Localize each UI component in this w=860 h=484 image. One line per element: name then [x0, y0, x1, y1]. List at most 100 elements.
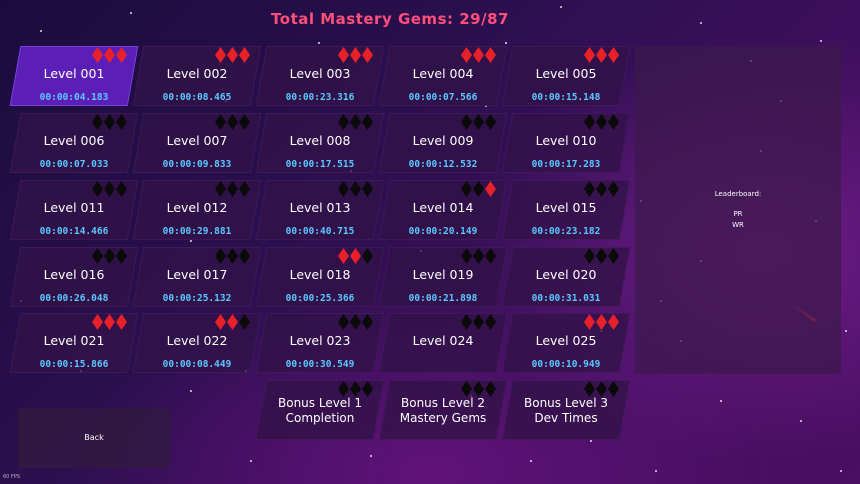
level-best-time: 00:00:23.182: [531, 226, 601, 237]
level-tile[interactable]: Level 007 00:00:09.833: [132, 113, 262, 173]
bonus-level-tile[interactable]: Bonus Level 2 Mastery Gems: [378, 380, 508, 440]
level-tile[interactable]: Level 002 00:00:08.465: [132, 46, 262, 106]
level-label: Level 013: [289, 200, 351, 215]
red-gem-icon: [485, 181, 496, 197]
mastery-gems: [584, 114, 619, 130]
mastery-gems: [461, 314, 496, 330]
mastery-gems: [215, 181, 250, 197]
empty-gem-icon: [608, 381, 619, 397]
mastery-gems: [215, 248, 250, 264]
red-gem-icon: [116, 314, 127, 330]
empty-gem-icon: [473, 381, 484, 397]
level-tile[interactable]: Level 021 00:00:15.866: [9, 313, 139, 373]
level-label: Level 020: [535, 267, 597, 282]
leaderboard-wr-label: WR: [732, 221, 744, 229]
red-gem-icon: [227, 314, 238, 330]
level-label: Level 017: [166, 267, 228, 282]
level-tile[interactable]: Level 003 00:00:23.316: [255, 46, 385, 106]
level-label: Level 024: [412, 333, 474, 348]
level-best-time: 00:00:04.183: [39, 92, 109, 103]
red-gem-icon: [608, 314, 619, 330]
level-tile[interactable]: Level 022 00:00:08.449: [132, 313, 262, 373]
level-best-time: 00:00:31.031: [531, 293, 601, 304]
level-label: Level 005: [535, 66, 597, 81]
mastery-gems-title: Total Mastery Gems: 29/87: [271, 10, 509, 28]
red-gem-icon: [338, 47, 349, 63]
red-gem-icon: [350, 248, 361, 264]
mastery-gems: [461, 248, 496, 264]
level-best-time: 00:00:07.566: [408, 92, 478, 103]
level-tile[interactable]: Level 016 00:00:26.048: [9, 247, 139, 307]
mastery-gems: [338, 314, 373, 330]
red-gem-icon: [338, 248, 349, 264]
level-tile[interactable]: Level 001 00:00:04.183: [9, 46, 139, 106]
level-tile[interactable]: Level 024: [378, 313, 508, 373]
red-gem-icon: [104, 47, 115, 63]
empty-gem-icon: [473, 314, 484, 330]
level-tile[interactable]: Level 010 00:00:17.283: [501, 113, 631, 173]
mastery-gems: [461, 181, 496, 197]
level-best-time: 00:00:15.866: [39, 359, 109, 370]
empty-gem-icon: [239, 248, 250, 264]
level-tile[interactable]: Level 005 00:00:15.148: [501, 46, 631, 106]
empty-gem-icon: [461, 381, 472, 397]
empty-gem-icon: [215, 248, 226, 264]
level-label: Level 015: [535, 200, 597, 215]
empty-gem-icon: [608, 114, 619, 130]
level-best-time: 00:00:25.132: [162, 293, 232, 304]
red-gem-icon: [362, 47, 373, 63]
red-gem-icon: [239, 47, 250, 63]
empty-gem-icon: [608, 181, 619, 197]
level-tile[interactable]: Level 025 00:00:10.949: [501, 313, 631, 373]
level-tile[interactable]: Level 019 00:00:21.898: [378, 247, 508, 307]
bonus-level-tile[interactable]: Bonus Level 3 Dev Times: [501, 380, 631, 440]
mastery-gems: [461, 114, 496, 130]
level-best-time: 00:00:29.881: [162, 226, 232, 237]
level-tile[interactable]: Level 012 00:00:29.881: [132, 180, 262, 240]
red-gem-icon: [350, 47, 361, 63]
red-gem-icon: [227, 47, 238, 63]
level-tile[interactable]: Level 009 00:00:12.532: [378, 113, 508, 173]
bonus-level-label: Bonus Level 3 Dev Times: [507, 396, 625, 426]
level-tile[interactable]: Level 014 00:00:20.149: [378, 180, 508, 240]
empty-gem-icon: [473, 181, 484, 197]
empty-gem-icon: [596, 181, 607, 197]
bonus-level-title: Bonus Level 2: [401, 396, 485, 410]
level-tile[interactable]: Level 013 00:00:40.715: [255, 180, 385, 240]
empty-gem-icon: [362, 381, 373, 397]
level-tile[interactable]: Level 006 00:00:07.033: [9, 113, 139, 173]
empty-gem-icon: [362, 314, 373, 330]
red-gem-icon: [92, 47, 103, 63]
mastery-gems: [92, 314, 127, 330]
mastery-gems: [338, 47, 373, 63]
empty-gem-icon: [584, 114, 595, 130]
leaderboard-title: Leaderboard:: [714, 190, 762, 198]
empty-gem-icon: [608, 248, 619, 264]
level-tile[interactable]: Level 023 00:00:30.549: [255, 313, 385, 373]
level-best-time: 00:00:07.033: [39, 159, 109, 170]
red-gem-icon: [584, 314, 595, 330]
empty-gem-icon: [116, 181, 127, 197]
level-tile[interactable]: Level 008 00:00:17.515: [255, 113, 385, 173]
level-tile[interactable]: Level 018 00:00:25.366: [255, 247, 385, 307]
level-tile[interactable]: Level 004 00:00:07.566: [378, 46, 508, 106]
level-label: Level 001: [43, 66, 105, 81]
mastery-gems: [215, 314, 250, 330]
level-tile[interactable]: Level 017 00:00:25.132: [132, 247, 262, 307]
mastery-gems: [584, 248, 619, 264]
empty-gem-icon: [227, 114, 238, 130]
leaderboard-panel: Leaderboard: PR WR: [635, 46, 841, 374]
back-button[interactable]: Back: [18, 408, 170, 468]
red-gem-icon: [596, 314, 607, 330]
bonus-level-label: Bonus Level 2 Mastery Gems: [384, 396, 502, 426]
level-label: Level 009: [412, 133, 474, 148]
level-tile[interactable]: Level 011 00:00:14.466: [9, 180, 139, 240]
empty-gem-icon: [92, 248, 103, 264]
level-tile[interactable]: Level 015 00:00:23.182: [501, 180, 631, 240]
level-best-time: 00:00:30.549: [285, 359, 355, 370]
bonus-level-tile[interactable]: Bonus Level 1 Completion: [255, 380, 385, 440]
mastery-gems: [338, 248, 373, 264]
level-tile[interactable]: Level 020 00:00:31.031: [501, 247, 631, 307]
empty-gem-icon: [239, 181, 250, 197]
level-label: Level 012: [166, 200, 228, 215]
